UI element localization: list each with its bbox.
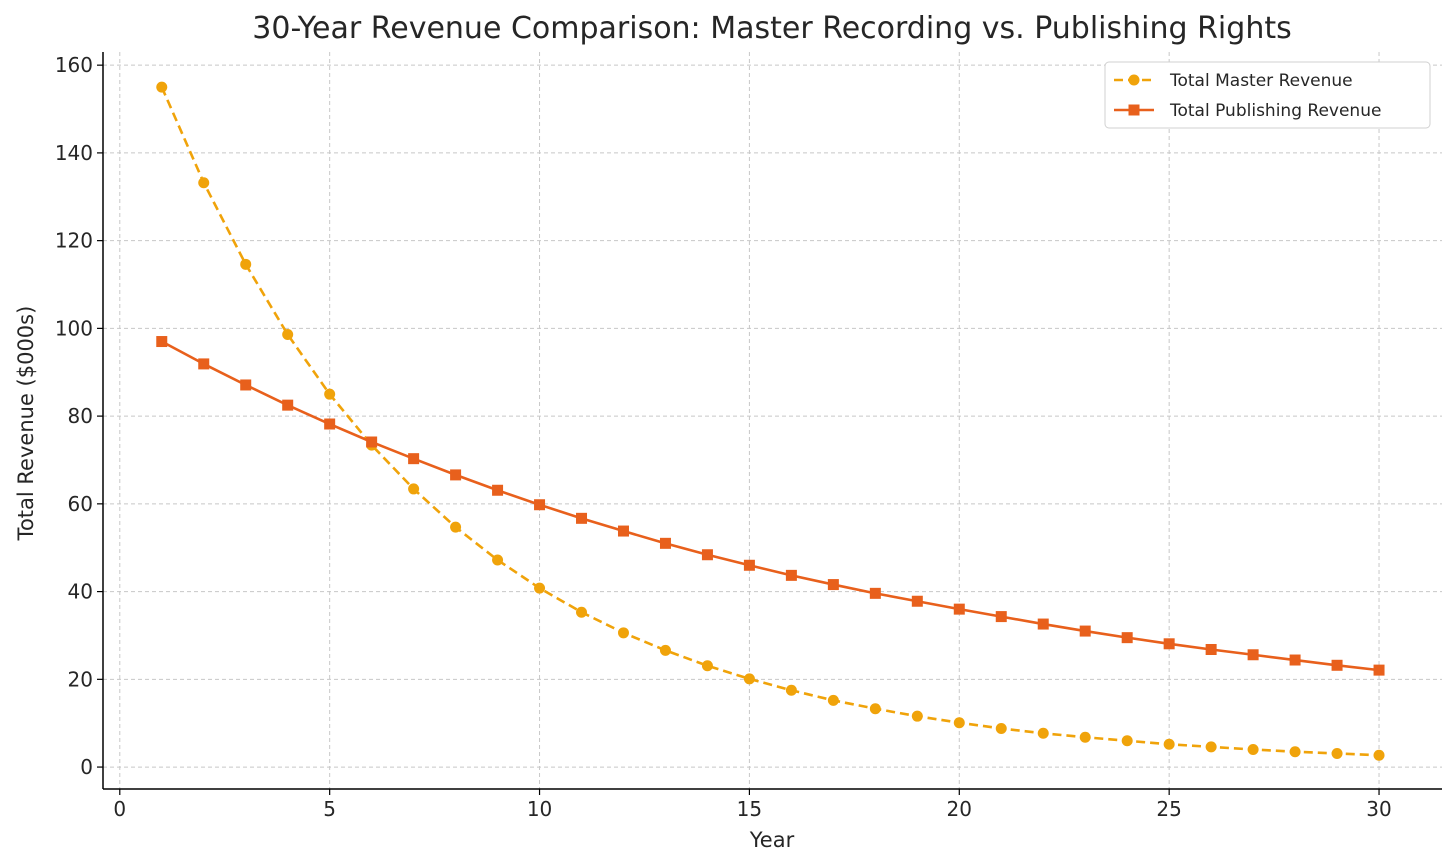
total-publishing-revenue-point [156, 336, 168, 348]
y-tick-label: 80 [68, 404, 93, 428]
x-tick-label: 20 [947, 797, 972, 821]
total-master-revenue-point [953, 717, 965, 729]
total-publishing-revenue-point [534, 499, 546, 511]
total-publishing-revenue-point [366, 436, 378, 448]
total-master-revenue-point [492, 554, 504, 566]
total-master-revenue-point [1247, 744, 1259, 756]
y-tick-label: 140 [55, 141, 93, 165]
total-publishing-revenue-point [995, 611, 1007, 623]
total-publishing-revenue-point [785, 569, 797, 581]
total-master-revenue-point [869, 703, 881, 715]
y-axis-label: Total Revenue ($000s) [14, 306, 38, 542]
y-tick-label: 120 [55, 229, 93, 253]
legend: Total Master Revenue Total Publishing Rev… [1104, 61, 1431, 129]
chart-title: 30-Year Revenue Comparison: Master Recor… [252, 11, 1291, 46]
total-publishing-revenue-point [1373, 664, 1385, 676]
total-publishing-revenue-line [161, 340, 1380, 672]
total-publishing-revenue-point [198, 358, 210, 370]
total-master-revenue-point [743, 673, 755, 685]
total-master-revenue-line [160, 86, 1380, 757]
total-master-revenue-point [1205, 741, 1217, 753]
total-publishing-revenue-point [1163, 638, 1175, 650]
total-master-revenue-point [1373, 749, 1385, 761]
x-tick-label: 15 [737, 797, 762, 821]
y-tick-label: 40 [68, 580, 93, 604]
total-master-revenue-point [1121, 735, 1133, 747]
total-publishing-revenue-point [701, 549, 713, 561]
total-master-revenue-point [995, 722, 1007, 734]
total-master-revenue-series [156, 81, 1385, 761]
total-publishing-revenue-point [576, 512, 588, 524]
y-tick-label: 160 [55, 53, 93, 77]
x-axis-label: Year [749, 828, 795, 852]
total-publishing-revenue-point [1289, 654, 1301, 666]
total-publishing-revenue-point [617, 525, 629, 537]
x-tick-label: 10 [527, 797, 552, 821]
total-master-revenue-point [282, 329, 294, 341]
total-master-revenue-point [1079, 731, 1091, 743]
x-tick-label: 25 [1156, 797, 1181, 821]
total-master-revenue-point [450, 521, 462, 533]
total-publishing-revenue-point [324, 418, 336, 430]
y-tick-label: 60 [68, 492, 93, 516]
total-publishing-revenue-point [953, 603, 965, 615]
total-publishing-revenue-point [1037, 618, 1049, 630]
total-master-revenue-point [785, 684, 797, 696]
total-publishing-revenue-series [156, 336, 1385, 676]
legend-total-publishing-revenue-label: Total Publishing Revenue [1169, 101, 1381, 121]
legend-total-publishing-revenue-marker [1128, 104, 1140, 116]
total-master-revenue-point [408, 483, 420, 495]
total-publishing-revenue-point [282, 399, 294, 411]
total-master-revenue-point [1163, 738, 1175, 750]
total-master-revenue-point [659, 644, 671, 656]
total-publishing-revenue-point [869, 587, 881, 599]
total-publishing-revenue-point [1247, 649, 1259, 661]
total-master-revenue-point [198, 177, 210, 189]
grid [103, 52, 1442, 789]
total-master-revenue-point [827, 694, 839, 706]
total-master-revenue-point [534, 582, 546, 594]
total-master-revenue-point [911, 710, 923, 722]
y-tick-label: 0 [80, 755, 93, 779]
total-publishing-revenue-point [743, 559, 755, 571]
x-tick-label: 5 [323, 797, 336, 821]
total-master-revenue-point [701, 660, 713, 672]
total-master-revenue-point [324, 388, 336, 400]
total-master-revenue-point [1289, 746, 1301, 758]
y-tick-label: 100 [55, 316, 93, 340]
legend-total-master-revenue-marker [1128, 74, 1140, 86]
total-publishing-revenue-point [240, 379, 252, 391]
total-publishing-revenue-point [492, 484, 504, 496]
axes: 0 5 10 15 20 25 30 0 20 40 60 80 100 120 140 160 [55, 52, 1442, 821]
total-master-revenue-point [1331, 747, 1343, 759]
total-master-revenue-point [240, 258, 252, 270]
total-publishing-revenue-point [911, 595, 923, 607]
total-master-revenue-point [576, 606, 588, 618]
total-publishing-revenue-point [1331, 659, 1343, 671]
total-master-revenue-point [1037, 727, 1049, 739]
total-publishing-revenue-point [408, 453, 420, 465]
total-publishing-revenue-point [827, 579, 839, 591]
x-tick-label: 30 [1366, 797, 1391, 821]
total-publishing-revenue-point [659, 537, 671, 549]
total-publishing-revenue-point [1205, 643, 1217, 655]
y-tick-label: 20 [68, 667, 93, 691]
total-master-revenue-point [156, 81, 168, 93]
total-master-revenue-point [617, 627, 629, 639]
legend-total-master-revenue-label: Total Master Revenue [1169, 71, 1353, 91]
total-publishing-revenue-point [1079, 625, 1091, 637]
total-publishing-revenue-point [450, 469, 462, 481]
x-tick-label: 0 [113, 797, 126, 821]
legend-box [1104, 61, 1431, 129]
total-publishing-revenue-point [1121, 632, 1133, 644]
series-layer [156, 81, 1385, 761]
